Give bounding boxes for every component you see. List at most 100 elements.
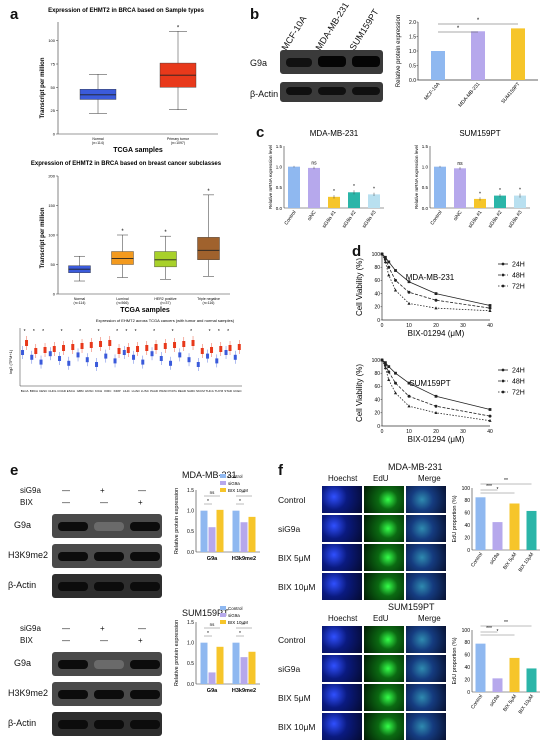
tick-label: 50 (51, 85, 56, 90)
tick-label: 80 (374, 265, 380, 271)
sig-label: ** (504, 478, 508, 484)
e-treatment-sign: — (138, 624, 146, 633)
f-micrograph (406, 573, 446, 600)
f-micrograph (322, 626, 362, 653)
legend-swatch (220, 620, 226, 624)
f-micrograph (322, 515, 362, 542)
e-band (94, 522, 124, 531)
e-band (130, 522, 160, 531)
b-lane-label: MCF-10A (279, 14, 309, 52)
sig-star: * (172, 329, 174, 335)
e-blot-row-label: G9a (14, 658, 32, 668)
tick-label: 1.5 (276, 144, 283, 149)
e-blot-group: SUM159PT siG9a — + — BIX — — + G9a H3K9me2 β-Actin (0, 608, 229, 743)
bar (200, 642, 208, 684)
a-ylabel1: Transcript per million (40, 57, 46, 118)
f-row-label: BIX 10μM (278, 582, 316, 592)
tick-label: 100 (462, 628, 471, 634)
data-point (488, 306, 492, 310)
legend-marker (501, 273, 505, 277)
c-bar-charts: MDA-MB-231 Relative mRNA expression level… (268, 129, 530, 230)
category-label: Control (470, 694, 484, 711)
sig-star: * (207, 189, 210, 195)
cancer-label: KIRP (114, 389, 121, 393)
tick-label: 0.0 (422, 206, 429, 211)
e-blot-row-label: β-Actin (8, 580, 37, 590)
category-label: siNC (453, 209, 464, 222)
data-point (488, 408, 492, 411)
legend-label: Control (228, 606, 243, 611)
e-band (130, 552, 160, 561)
legend-label: 24H (512, 262, 525, 269)
f-col-label: Hoechst (328, 474, 358, 483)
tick-label: 0.5 (187, 661, 194, 667)
data-point (434, 292, 438, 295)
sig-label: * (243, 490, 245, 495)
group-n: (n=114) (74, 301, 86, 305)
bar (509, 657, 520, 692)
f-col-label: EdU (373, 614, 389, 623)
cancer-label: KIRC (104, 389, 112, 393)
e-treatment-label: BIX (20, 498, 33, 507)
legend-swatch (220, 474, 226, 478)
f-row-label: Control (278, 635, 306, 645)
group-label: HER2 positive (154, 297, 176, 301)
e-treatment-label: BIX (20, 636, 33, 645)
f-row-label: BIX 5μM (278, 693, 311, 703)
bar (434, 166, 446, 208)
group-label: Normal (74, 297, 86, 301)
e-cell-label: MDA-MB-231 (182, 470, 237, 480)
e-blot-row-label: H3K9me2 (8, 688, 49, 698)
legend-swatch (220, 613, 226, 617)
e-band (130, 660, 160, 669)
e-band (130, 582, 160, 591)
b-band (286, 58, 312, 67)
tick-label: 0.5 (276, 185, 283, 190)
tick-label: 40 (464, 523, 470, 529)
e-treatment-sign: — (138, 486, 146, 495)
group-n: (n=1097) (171, 141, 185, 145)
tick-label: 0 (467, 690, 470, 696)
f-micrograph (364, 684, 404, 711)
f-col-label: EdU (373, 474, 389, 483)
c-ylabel: Relative mRNA expression level (268, 145, 273, 209)
data-point (434, 306, 438, 310)
tick-label: 0 (377, 424, 380, 430)
b-row-label-actin: β-Actin (250, 89, 279, 99)
b-band (352, 87, 380, 95)
b-band (352, 56, 380, 67)
tick-label: 30 (460, 429, 466, 435)
sig-star: * (135, 329, 137, 335)
f-micrograph (364, 626, 404, 653)
f-micrograph (322, 655, 362, 682)
cancer-label: CHOL (48, 389, 57, 393)
tick-label: 20 (374, 305, 380, 311)
data-point (407, 381, 411, 385)
tick-label: 100 (372, 358, 381, 364)
category-label: siG9a #2 (341, 210, 358, 230)
d-ylabel: Cell Viability (%) (355, 258, 364, 316)
tick-label: 20 (464, 535, 470, 541)
e-band (94, 552, 124, 561)
tick-label: 100 (372, 252, 381, 258)
box (111, 251, 134, 265)
e-treatment-sign: + (100, 624, 105, 633)
tick-label: 1.0 (276, 164, 283, 169)
cancer-label: BLCA (21, 389, 29, 393)
legend-marker (501, 390, 505, 394)
tick-label: 100 (48, 38, 55, 43)
f-micrograph (406, 684, 446, 711)
data-point (387, 370, 391, 374)
group-n: (n=114) (92, 141, 104, 145)
category-label: MDA-MB-231 (457, 81, 481, 108)
sig-star: * (209, 329, 211, 335)
f-row-label: siG9a (278, 664, 301, 674)
sig-star: * (164, 230, 167, 236)
b-band (318, 87, 346, 95)
tick-label: 0.5 (409, 64, 416, 70)
data-point (407, 280, 411, 284)
bar (328, 196, 340, 208)
f-image-block: SUM159PT Hoechst EdU Merge Control siG9a BIX 5… (278, 602, 446, 742)
e-band (94, 720, 124, 729)
f-col-label: Hoechst (328, 614, 358, 623)
